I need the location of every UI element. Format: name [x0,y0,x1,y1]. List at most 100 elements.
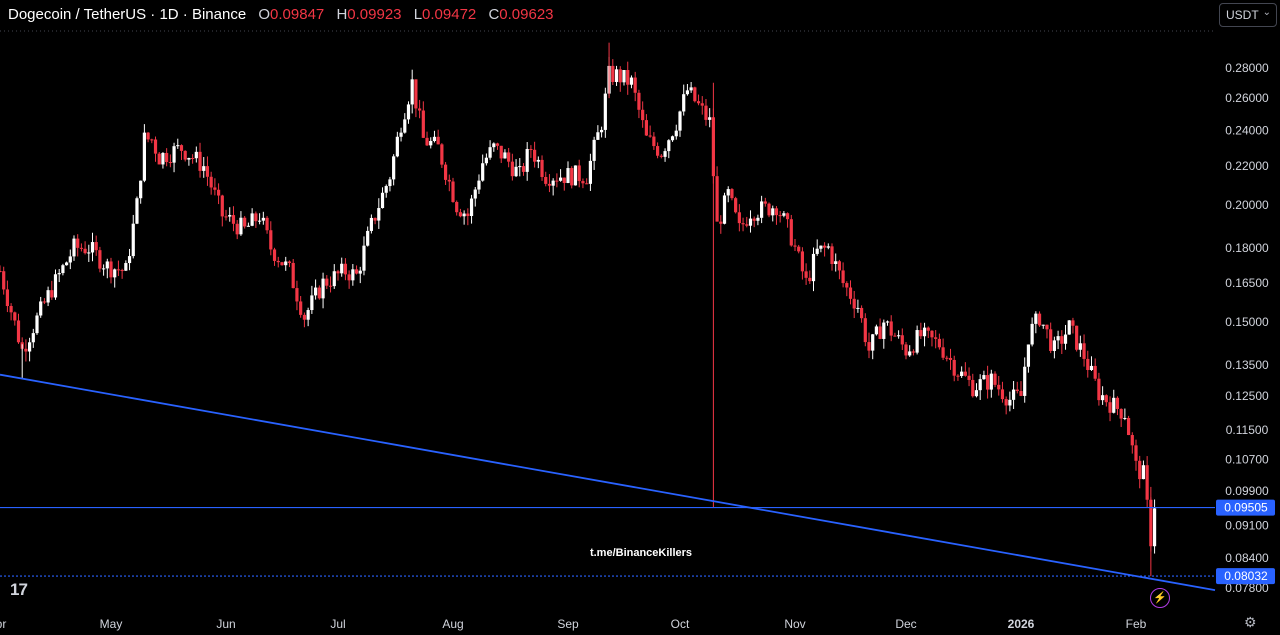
candle-body [700,103,704,106]
x-tick-label: Jul [330,617,345,631]
candle-body [2,271,6,290]
y-tick-label: 0.24000 [1225,124,1269,138]
candle-body [948,357,953,360]
candle-body [719,221,723,224]
candle-body [113,269,117,278]
candle-body [1093,365,1097,379]
candle-body [142,132,146,181]
candle-body [834,261,838,265]
candle-body [618,69,622,83]
candle-body [325,278,329,286]
candle-body [529,149,533,151]
candle-body [469,198,474,217]
y-tick-label: 0.08400 [1225,551,1269,565]
candle-body [566,168,570,183]
x-axis[interactable]: Apr May Jun Jul Aug Sep Oct Nov Dec 2026 Feb [0,617,1147,631]
candle-body [35,315,39,334]
candle-body [904,344,908,356]
candle-body [258,220,262,222]
candle-body [521,166,526,172]
x-tick-label: Sep [557,617,579,631]
y-axis[interactable]: 0.28000 0.26000 0.24000 0.22000 0.20000 0.180… [1216,61,1275,595]
candle-body [715,176,719,222]
candle-body [908,351,912,356]
candle-body [340,263,344,274]
candle-body [1112,397,1116,413]
candle-body [1075,325,1079,350]
candle-body [317,287,321,299]
x-tick-label: Jun [216,617,235,631]
candle-body [1034,313,1038,324]
candle-body [250,213,254,226]
candle-body [205,166,210,177]
trendline [0,373,1216,591]
candle-body [514,166,518,177]
candle-body [1060,336,1064,344]
candle-body [116,269,121,271]
candle-body [614,69,619,82]
candle-body [224,216,228,218]
y-tick-label: 0.28000 [1225,61,1269,75]
candle-body [551,180,555,186]
watermark-text: t.me/BinanceKillers [590,547,692,559]
candle-body [228,215,232,217]
candle-body [176,145,180,147]
candle-body [76,238,80,248]
candle-body [793,245,797,247]
candle-body [778,215,782,217]
candle-body [752,218,756,221]
candle-body [837,261,841,271]
candle-body [982,375,986,380]
candle-body [287,261,292,263]
y-tick-label: 0.22000 [1225,159,1269,173]
candle-body [1011,389,1016,400]
candle-body [24,348,28,352]
candle-body [763,201,767,204]
y-tick-label: 0.26000 [1225,91,1269,105]
candle-body [856,307,860,309]
candle-body [369,217,373,231]
candle-body [860,307,864,319]
symbol-title[interactable]: Dogecoin / TetherUS · 1D · Binance [8,6,247,23]
candle-body [291,262,295,289]
candle-body [31,333,35,343]
candle-body [518,166,522,168]
candle-body [874,326,878,335]
candle-body [1138,460,1142,480]
candle-body [644,120,648,136]
candle-body [276,260,280,263]
candle-body [61,265,65,274]
candle-body [978,379,982,391]
y-tick-label: 0.15000 [1225,315,1269,329]
candle-body [354,269,359,274]
candle-body [897,335,901,337]
currency-select-value: USDT [1226,8,1259,22]
candle-body [373,217,377,221]
candle-body [722,195,727,224]
candle-body [451,181,455,202]
candle-body [911,351,916,353]
candle-body [321,278,325,299]
candle-body [562,177,566,183]
tradingview-logo-icon[interactable]: 17 [10,580,28,599]
candle-body [741,223,745,225]
candle-body [261,217,265,221]
candle-body [153,139,158,154]
candle-body [473,189,477,199]
high-value: 0.09923 [347,6,402,23]
candle-body [1145,465,1149,500]
candle-body [540,159,544,178]
y-tick-label: 0.09900 [1225,484,1269,498]
high-label: H [336,6,348,23]
gear-icon[interactable]: ⚙ [1244,614,1257,630]
candle-body [1000,389,1005,400]
candle-body [760,201,764,218]
candle-body [194,151,198,159]
candle-body [797,246,801,252]
currency-select[interactable]: USDT ⌄ [1219,3,1277,27]
candle-body [295,288,299,302]
lightning-icon[interactable]: ⚡ [1150,588,1170,608]
y-tick-label: 0.16500 [1225,276,1269,290]
y-tick-label: 0.07800 [1225,581,1269,595]
